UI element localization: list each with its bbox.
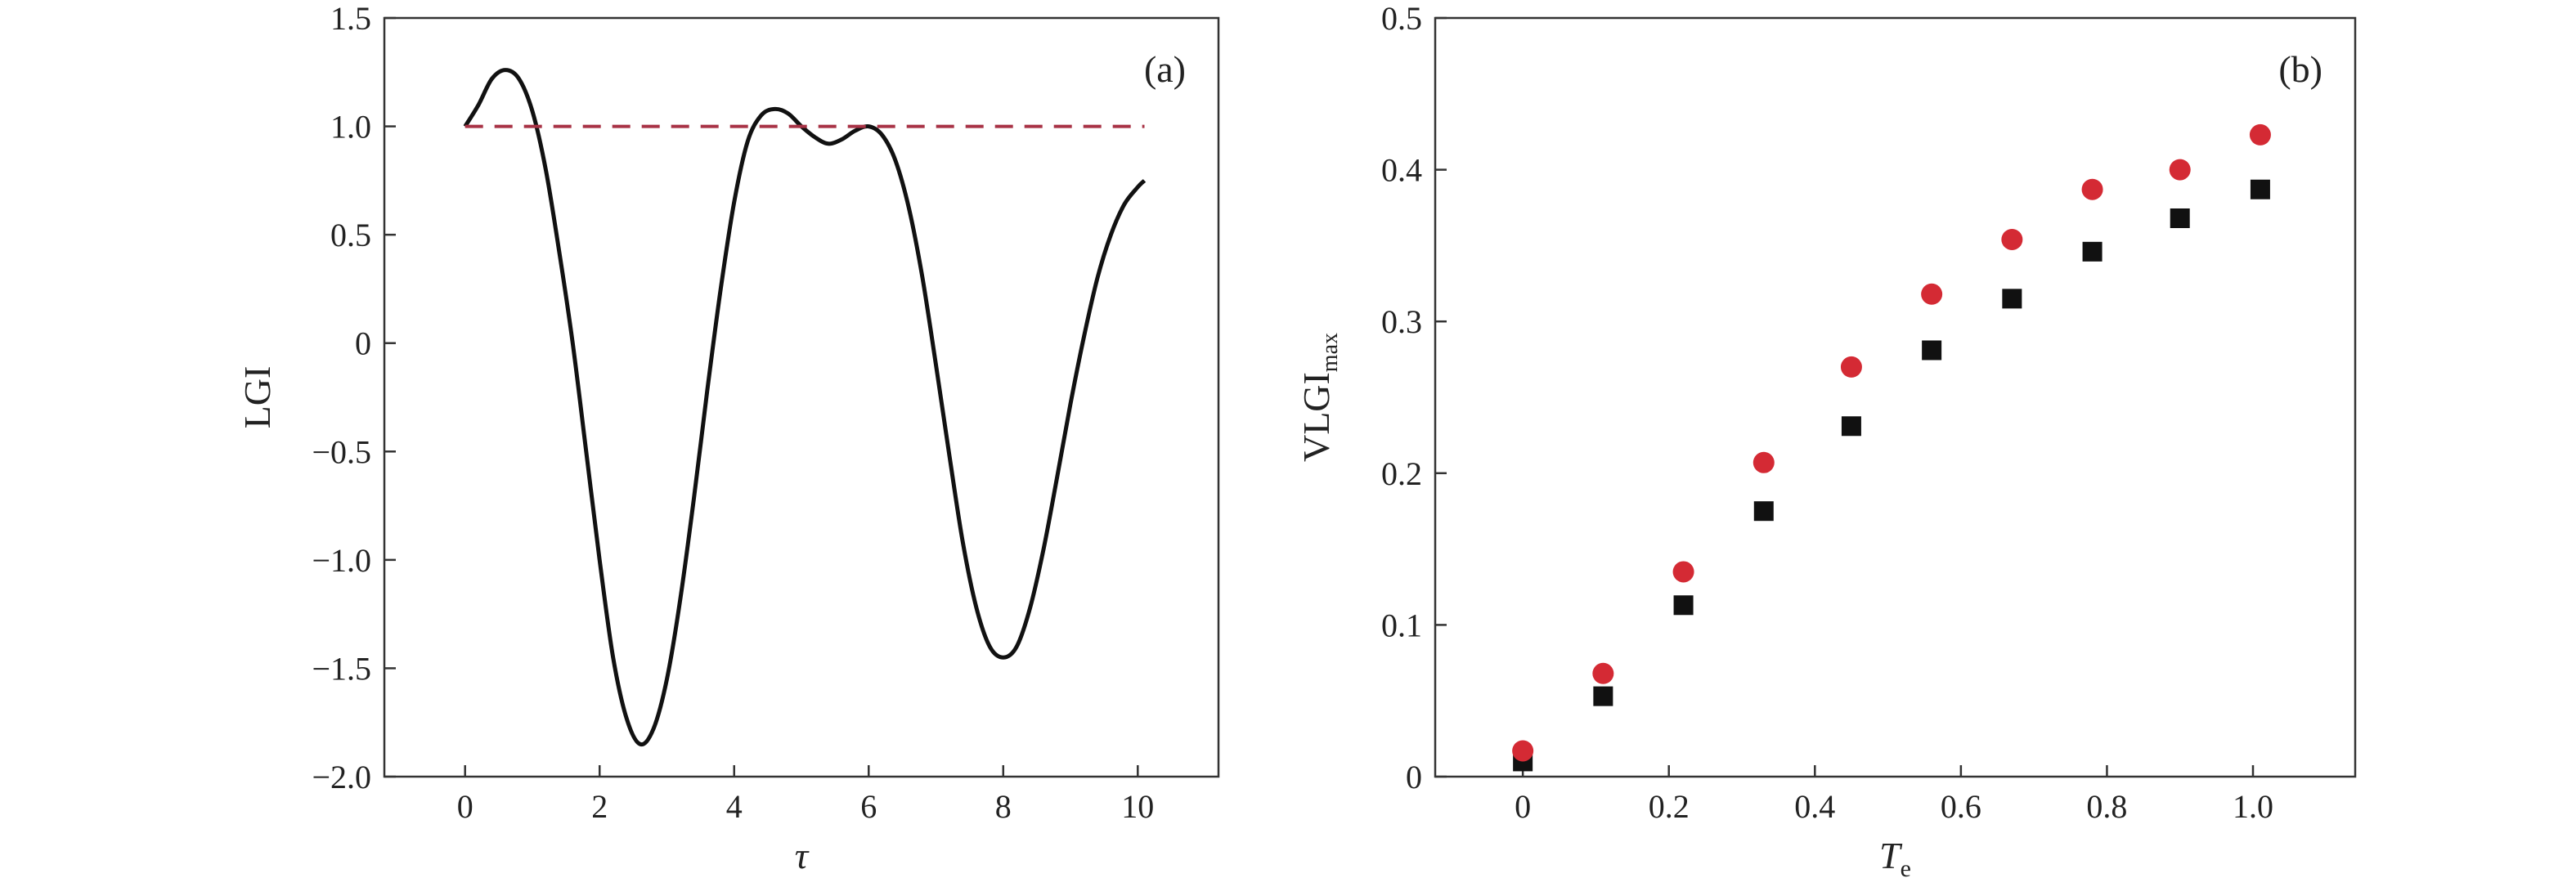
y-tick-label: 0.5	[330, 217, 371, 253]
data-point-square	[1841, 416, 1861, 437]
x-tick-label: 0	[457, 788, 473, 825]
data-point-square	[1673, 595, 1694, 616]
x-tick-label: 8	[995, 788, 1012, 825]
x-tick-label: 1.0	[2233, 788, 2273, 825]
panel-a-line-chart: 0 2 4 6 8 10 −2.0 −1.5 −1.0 −0.5 0 0.5 1.0 1.5 (a) τ LGI	[236, 0, 1220, 876]
data-point-circle	[1752, 451, 1775, 473]
data-point-square	[2250, 179, 2270, 199]
data-point-circle	[1592, 662, 1614, 684]
y-tick-label: 0	[355, 325, 371, 362]
data-point-circle	[1672, 561, 1694, 583]
data-point-square	[1593, 686, 1613, 706]
panel-b-scatter-chart: 0 0.2 0.4 0.6 0.8 1.0 0 0.1 0.2 0.3 0.4 0.5 (b) Te VLG…	[1295, 0, 2357, 882]
x-tick-label: 6	[860, 788, 877, 825]
data-point-square	[2002, 289, 2022, 309]
y-tick-label: 0	[1406, 759, 1422, 795]
x-axis-label-main: T	[1879, 835, 1903, 876]
x-tick-label: 0.6	[1941, 788, 1981, 825]
data-point-square	[1922, 340, 1942, 361]
y-tick-label: 0.3	[1381, 303, 1422, 340]
panel-label: (a)	[1144, 48, 1186, 90]
x-axis-label-sub: e	[1901, 855, 1911, 882]
data-point-circle	[2249, 123, 2271, 146]
y-tick-label: 0.4	[1381, 152, 1422, 189]
y-tick-label: 1.0	[330, 109, 371, 146]
data-point-square	[1753, 501, 1774, 522]
x-axis-label: Te	[1879, 835, 1911, 882]
plot-frame	[1434, 16, 2357, 778]
x-tick-label: 0.8	[2086, 788, 2127, 825]
y-tick-label: 0.5	[1381, 0, 1422, 37]
y-tick-label: −2.0	[312, 759, 371, 795]
y-axis-label-main: VLGI	[1295, 372, 1337, 462]
lgi-curve	[463, 68, 1147, 747]
y-tick-label: −1.5	[312, 650, 371, 687]
data-point-circle	[2081, 178, 2103, 200]
y-axis-label-sub: max	[1317, 333, 1343, 372]
y-tick-label: 1.5	[330, 0, 371, 37]
y-tick-label: 0.2	[1381, 455, 1422, 492]
x-tick-label: 0	[1515, 788, 1531, 825]
y-axis-label: LGI	[236, 366, 278, 429]
x-tick-label: 4	[726, 788, 743, 825]
data-point-circle	[2169, 159, 2191, 181]
data-point-square	[2170, 208, 2190, 228]
y-axis-label: VLGImax	[1295, 333, 1343, 462]
data-point-circle	[2001, 228, 2023, 250]
plot-frame	[383, 16, 1220, 778]
data-point-circle	[1512, 740, 1534, 762]
x-tick-label: 0.4	[1794, 788, 1835, 825]
data-point-circle	[1921, 283, 1943, 305]
panel-label: (b)	[2278, 48, 2322, 90]
y-tick-label: −1.0	[312, 542, 371, 579]
y-tick-label: −0.5	[312, 433, 371, 470]
x-tick-label: 2	[591, 788, 608, 825]
y-tick-label: 0.1	[1381, 607, 1422, 643]
x-tick-label: 10	[1121, 788, 1154, 825]
data-point-circle	[1840, 356, 1862, 378]
data-point-square	[2082, 241, 2103, 262]
x-axis-label: τ	[795, 835, 810, 876]
x-tick-label: 0.2	[1649, 788, 1690, 825]
